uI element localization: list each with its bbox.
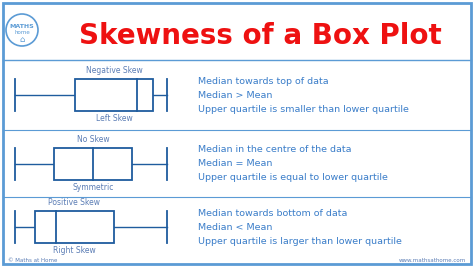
Text: MATHS: MATHS xyxy=(9,23,35,29)
Text: Right Skew: Right Skew xyxy=(53,246,96,255)
Bar xyxy=(35,211,114,243)
Text: Median < Mean: Median < Mean xyxy=(198,222,273,231)
Bar xyxy=(54,147,132,179)
Text: Median > Mean: Median > Mean xyxy=(198,91,273,100)
Text: Upper quartile is smaller than lower quartile: Upper quartile is smaller than lower qua… xyxy=(198,104,409,113)
Text: home: home xyxy=(14,30,30,36)
Text: Skewness of a Box Plot: Skewness of a Box Plot xyxy=(79,22,441,50)
Text: © Maths at Home: © Maths at Home xyxy=(8,257,57,262)
Text: Negative Skew: Negative Skew xyxy=(86,66,143,75)
Text: Median = Mean: Median = Mean xyxy=(198,159,273,168)
Text: Left Skew: Left Skew xyxy=(96,114,133,123)
Text: Upper quartile is larger than lower quartile: Upper quartile is larger than lower quar… xyxy=(198,237,402,245)
Circle shape xyxy=(6,14,38,46)
Text: Median towards bottom of data: Median towards bottom of data xyxy=(198,209,347,218)
Text: No Skew: No Skew xyxy=(77,135,109,143)
Text: Symmetric: Symmetric xyxy=(72,183,114,191)
Text: ⌂: ⌂ xyxy=(19,34,25,44)
Bar xyxy=(75,79,153,111)
Text: www.mathsathome.com: www.mathsathome.com xyxy=(399,257,466,262)
Text: Median in the centre of the data: Median in the centre of the data xyxy=(198,145,352,154)
Text: Positive Skew: Positive Skew xyxy=(48,198,100,207)
Text: Upper quartile is equal to lower quartile: Upper quartile is equal to lower quartil… xyxy=(198,173,388,182)
Text: Median towards top of data: Median towards top of data xyxy=(198,77,328,85)
